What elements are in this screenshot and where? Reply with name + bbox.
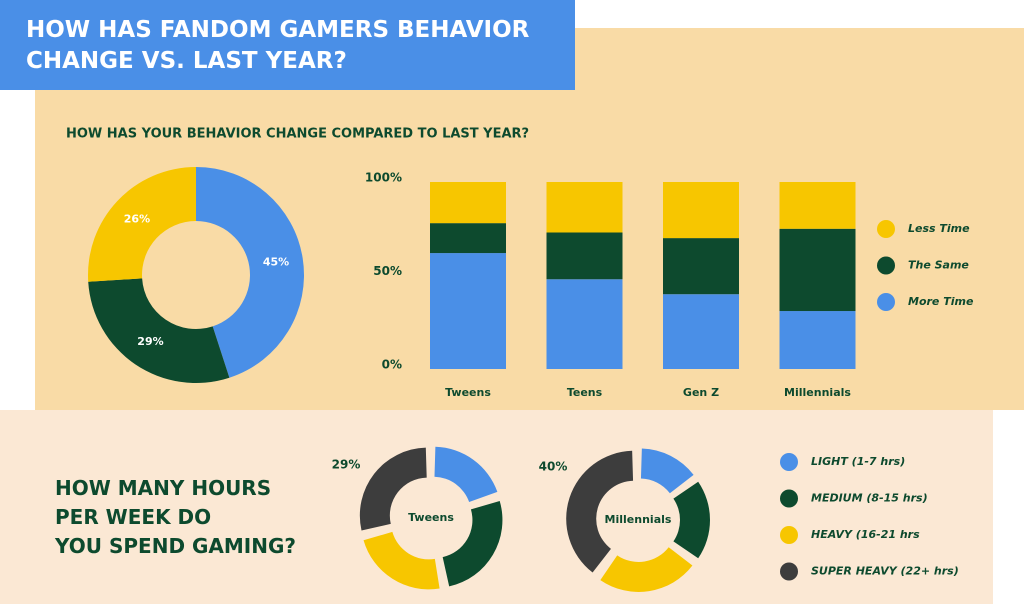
legend-marker — [780, 489, 798, 508]
data-label: 26% — [124, 213, 150, 226]
donut-segment — [442, 500, 503, 587]
bar-segment — [663, 182, 739, 239]
legend-marker — [780, 526, 798, 544]
header-box — [0, 0, 575, 90]
y-tick-label: 0% — [382, 358, 402, 372]
legend-marker — [780, 453, 798, 471]
donut-segment — [566, 450, 634, 573]
legend-marker — [877, 293, 895, 311]
donut-segment — [88, 167, 196, 282]
bar-segment — [546, 279, 623, 369]
y-tick-label: 100% — [365, 171, 402, 185]
legend-marker — [877, 220, 895, 238]
y-tick-label: 50% — [373, 264, 402, 278]
bar-segment — [546, 182, 623, 233]
data-label: 45% — [263, 255, 289, 268]
donut-segment — [600, 547, 693, 592]
legend-label: MEDIUM (8-15 hrs) — [811, 492, 928, 505]
legend-label: LIGHT (1-7 hrs) — [811, 455, 905, 468]
legend-label: More Time — [908, 295, 974, 308]
bar-segment — [430, 182, 506, 224]
bar-segment — [546, 232, 623, 280]
legend-marker — [780, 562, 798, 581]
donut-segment — [640, 448, 694, 494]
legend-label: SUPER HEAVY (22+ hrs) — [811, 565, 959, 578]
legend-label: The Same — [908, 259, 969, 272]
x-tick-label: Gen Z — [683, 386, 719, 399]
donut-segment — [363, 531, 440, 590]
donut-segment — [434, 446, 498, 502]
legend-label: Less Time — [908, 222, 970, 235]
donut-center-label: Tweens — [408, 511, 454, 524]
bar-segment — [663, 294, 739, 369]
bar-segment — [663, 238, 739, 295]
bar-segment — [779, 182, 856, 229]
bar-segment — [430, 253, 506, 369]
section-title: HOW MANY HOURS PER WEEK DO YOU SPEND GAMIN… — [54, 476, 296, 558]
data-label: 29% — [332, 458, 361, 472]
bar-segment — [779, 311, 856, 369]
section-title: HOW HAS YOUR BEHAVIOR CHANGE COMPARED TO… — [66, 127, 529, 142]
donut-segment — [359, 447, 427, 531]
x-tick-label: Teens — [567, 386, 603, 399]
donut-segment — [673, 481, 711, 559]
legend-marker — [877, 256, 895, 275]
donut-center-label: Millennials — [605, 513, 672, 526]
donut-segment — [196, 167, 304, 378]
bar-segment — [779, 228, 856, 312]
legend-label: HEAVY (16-21 hrs — [811, 528, 920, 541]
data-label: 29% — [137, 335, 163, 348]
x-tick-label: Millennials — [784, 386, 851, 399]
header-title: HOW HAS FANDOM GAMERS BEHAVIOR CHANGE VS.… — [26, 17, 530, 74]
x-tick-label: Tweens — [445, 386, 491, 399]
donut-segment — [88, 278, 230, 383]
data-label: 40% — [539, 460, 568, 474]
bar-segment — [430, 223, 506, 254]
